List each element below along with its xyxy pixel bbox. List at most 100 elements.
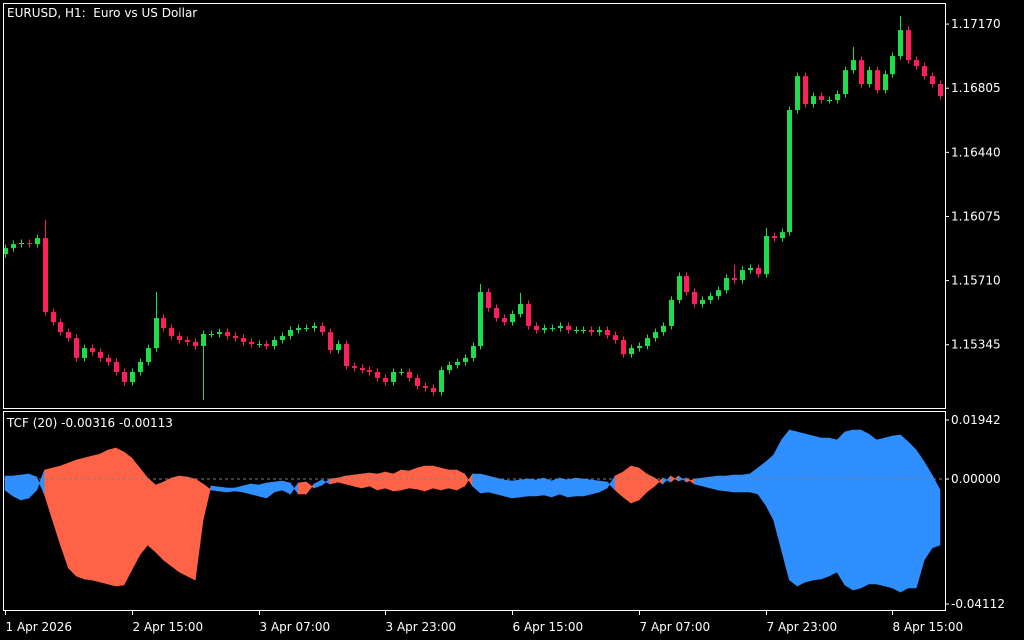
candle-body	[605, 329, 610, 336]
band-segment	[860, 429, 870, 589]
band-segment	[242, 483, 251, 495]
band-segment	[353, 473, 362, 489]
candle-body	[431, 387, 436, 393]
candle-body	[478, 292, 483, 346]
band-segment	[408, 467, 418, 490]
candle-body	[296, 328, 301, 330]
band-segment	[400, 469, 410, 491]
band-segment	[931, 474, 941, 549]
candle-body	[787, 110, 792, 233]
candle-body	[249, 341, 254, 345]
candle-body	[764, 235, 769, 275]
main-frame	[3, 3, 946, 409]
candle-body	[288, 329, 293, 336]
candle-body	[391, 371, 396, 382]
candle-body	[336, 344, 341, 351]
candle-body	[550, 328, 555, 330]
candle-body	[740, 270, 745, 281]
band-segment	[179, 475, 188, 577]
candle-body	[304, 328, 309, 330]
candle-body	[684, 276, 689, 293]
y-tick-label: 0.00000	[951, 472, 1001, 486]
band-segment	[361, 472, 370, 489]
x-tick-label: 3 Apr 07:00	[260, 620, 331, 634]
band-segment	[384, 471, 394, 492]
band-segment	[91, 453, 101, 583]
x-tick-label: 6 Apr 15:00	[513, 620, 584, 634]
band-segment	[107, 447, 117, 587]
band-segment	[297, 481, 307, 495]
candle-body	[938, 84, 943, 97]
candle-body	[502, 318, 507, 323]
band-segment	[131, 457, 140, 571]
candle-body	[66, 332, 71, 339]
y-tick-label: 0.01942	[951, 413, 1001, 427]
candle-body	[98, 351, 103, 358]
band-segment	[527, 478, 537, 497]
band-segment	[99, 449, 109, 585]
candle-body	[534, 325, 539, 330]
plot-layer: 1.17170 1.16805 1.16440 1.16075 1.15710 1.153…	[3, 16, 1005, 634]
candle-body	[486, 292, 491, 309]
band-segment	[900, 434, 909, 593]
band-segment	[709, 475, 719, 491]
candle-body	[708, 296, 713, 300]
candle-body	[19, 243, 24, 245]
indicator-title: TCF (20) -0.00316 -0.00113	[6, 416, 173, 430]
band-segment	[155, 481, 164, 561]
candle-body	[439, 370, 444, 393]
band-segment	[591, 479, 600, 495]
candle-body	[574, 329, 579, 331]
candle-body	[383, 377, 388, 382]
candle-body	[399, 371, 404, 373]
candle-body	[241, 338, 246, 342]
candle-body	[138, 361, 143, 372]
chart-title: EURUSD, H1: Euro vs US Dollar	[7, 6, 197, 20]
band-segment	[844, 429, 854, 591]
band-segment	[416, 465, 426, 492]
band-segment	[68, 459, 77, 577]
candle-body	[883, 74, 888, 91]
candle-body	[597, 329, 602, 333]
band-segment	[876, 437, 885, 587]
band-segment	[392, 469, 402, 492]
band-segment	[741, 473, 751, 493]
y-tick-label: 1.15345	[951, 338, 1001, 352]
band-segment	[828, 437, 838, 577]
candle-body	[161, 318, 166, 329]
candle-body	[74, 338, 79, 358]
candle-body	[264, 344, 269, 346]
candle-body	[494, 308, 499, 319]
band-segment	[250, 483, 259, 497]
candle-body	[653, 332, 658, 339]
candle-body	[922, 66, 927, 77]
candle-body	[415, 377, 420, 387]
candle-body	[843, 70, 848, 95]
candle-body	[233, 335, 238, 339]
candle-body	[82, 348, 87, 358]
candle-body	[352, 366, 357, 368]
band-segment	[76, 457, 85, 580]
band-segment	[820, 437, 830, 580]
candle-body	[58, 322, 63, 333]
band-segment	[258, 482, 267, 499]
band-segment	[345, 474, 354, 487]
candle-body	[51, 312, 56, 323]
candle-body	[629, 348, 634, 355]
band-segment	[630, 465, 640, 504]
y-tick-label: 1.15710	[951, 274, 1001, 288]
band-segment	[622, 465, 632, 504]
band-segment	[559, 477, 568, 498]
candle-body	[890, 56, 895, 75]
x-tick-label: 2 Apr 15:00	[133, 620, 204, 634]
candle-body	[169, 328, 174, 336]
band-segment	[511, 479, 521, 499]
candle-body	[803, 76, 808, 105]
band-segment	[907, 441, 917, 589]
candle-body	[526, 303, 531, 326]
candle-body	[272, 340, 277, 346]
band-segment	[575, 477, 584, 497]
candle-body	[328, 332, 333, 351]
candle-body	[11, 244, 16, 249]
